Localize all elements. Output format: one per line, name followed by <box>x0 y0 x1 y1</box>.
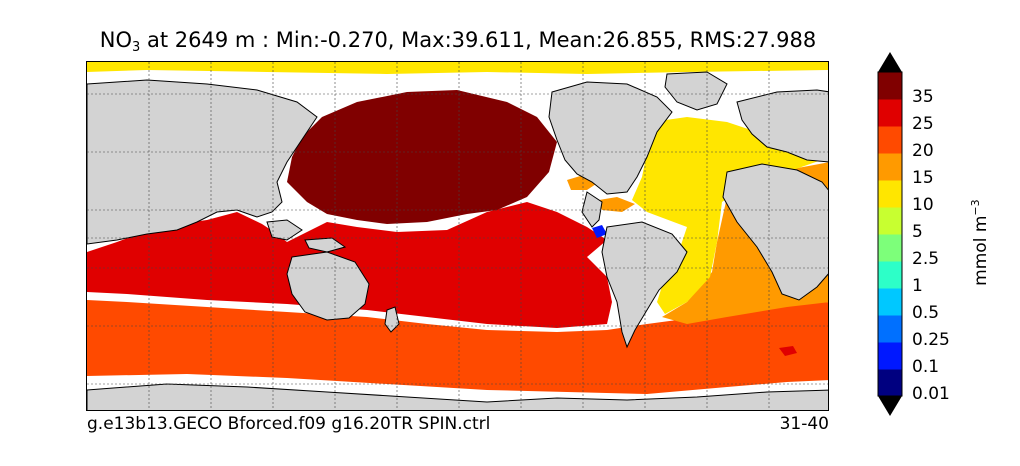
colorbar-segment <box>878 288 902 316</box>
arctic-field <box>87 62 828 74</box>
land-antarctica <box>87 383 828 410</box>
colorbar-frame <box>877 71 903 397</box>
colorbar-segment <box>878 369 902 397</box>
southern-ocean-field <box>87 300 828 394</box>
colorbar-tick-label: 20 <box>912 141 934 161</box>
colorbar-extend-max <box>878 52 902 72</box>
colorbar-segment <box>878 180 902 208</box>
colorbar-tick-label: 2.5 <box>912 249 940 269</box>
land-australia <box>286 251 370 321</box>
land-indonesia <box>266 219 303 241</box>
colorbar-segment <box>878 99 902 127</box>
years-label: 31-40 <box>779 414 829 434</box>
land-south-america <box>601 221 688 349</box>
colorbar <box>877 52 903 416</box>
land-north-america <box>548 81 673 195</box>
ocean-map <box>87 62 828 410</box>
map-panel <box>86 61 829 411</box>
colorbar-tick-label: 15 <box>912 168 934 188</box>
colorbar-tick-label: 0.01 <box>912 384 950 404</box>
colorbar-segment <box>878 72 902 100</box>
colorbar-tick-label: 10 <box>912 195 934 215</box>
unit-exponent: −3 <box>969 199 983 216</box>
colorbar-segment <box>878 315 902 343</box>
colorbar-tick-label: 0.25 <box>912 330 950 350</box>
land-new-guinea <box>304 237 347 253</box>
colorbar-segment <box>878 126 902 154</box>
caribbean-field <box>599 197 635 212</box>
colorbar-tick-label: 25 <box>912 114 934 134</box>
colorbar-segment <box>878 234 902 262</box>
colorbar-tick-label: 0.1 <box>912 357 940 377</box>
plot-title: NO3 at 2649 m : Min:-0.270, Max:39.611, … <box>0 28 916 55</box>
colorbar-segment <box>878 207 902 235</box>
colorbar-unit-label: mmol m−3 <box>969 199 991 286</box>
title-variable: NO <box>99 28 133 52</box>
colorbar-extend-min <box>878 396 902 416</box>
panama-low-field <box>592 225 607 238</box>
title-stats: at 2649 m : Min:-0.270, Max:39.611, Mean… <box>140 28 817 52</box>
weddell-spot <box>779 346 797 356</box>
colorbar-tick-label: 35 <box>912 87 934 107</box>
land-masses <box>87 71 828 410</box>
title-subscript: 3 <box>132 40 141 55</box>
colorbar-tick-label: 5 <box>912 222 923 242</box>
colorbar-tick-label: 1 <box>912 276 923 296</box>
colorbar-segment <box>878 153 902 181</box>
land-central-america <box>581 191 603 228</box>
land-africa <box>722 163 828 301</box>
colorbar-segment <box>878 342 902 370</box>
land-asia <box>87 79 318 245</box>
case-name-label: g.e13b13.GECO Bforced.f09 g16.20TR SPIN.… <box>87 414 491 434</box>
land-europe <box>736 89 828 163</box>
colorbar-segment <box>878 261 902 289</box>
unit-base: mmol m <box>970 215 991 286</box>
north-pacific-field <box>287 90 557 224</box>
colorbar-tick-label: 0.5 <box>912 303 940 323</box>
